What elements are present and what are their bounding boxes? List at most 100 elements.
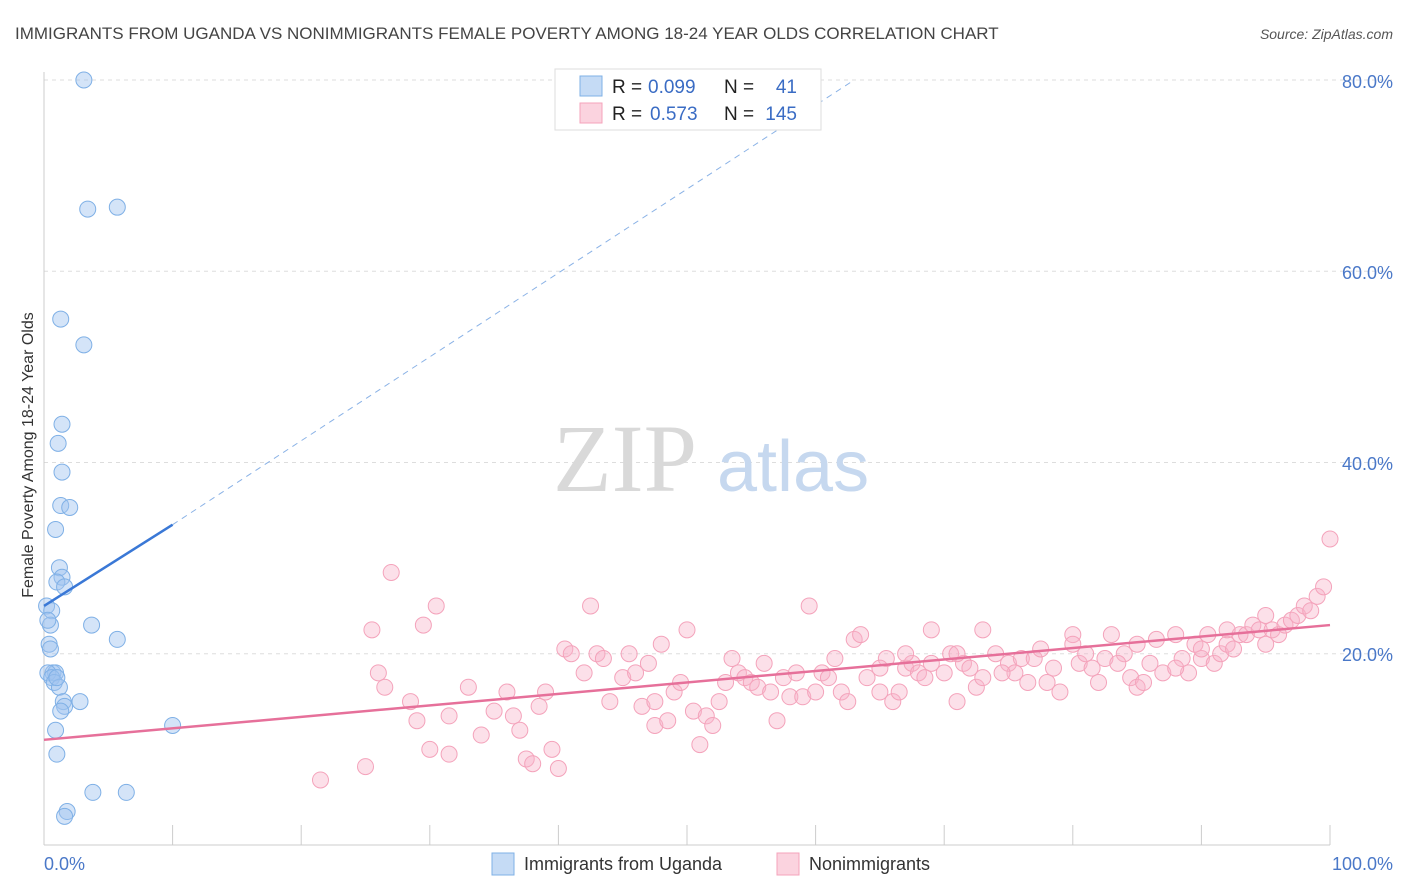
nonimmigrant-point — [807, 683, 825, 701]
nonimmigrant-point — [357, 758, 374, 776]
legend-swatch-nonimmigrants — [579, 102, 603, 124]
nonimmigrant-point — [1302, 602, 1320, 620]
y-tick-label: 40.0% — [1342, 454, 1393, 474]
nonimmigrant-point — [1122, 669, 1140, 687]
nonimmigrant-point — [633, 697, 651, 715]
stats-legend: R = 0.099 N = 41 R = 0.573 N = 145 — [554, 68, 822, 131]
nonimmigrant-point — [363, 621, 381, 639]
nonimmigrant-point — [916, 669, 934, 687]
nonimmigrant-point — [427, 597, 445, 615]
nonimmigrant-point — [646, 716, 664, 734]
nonimmigrant-point — [575, 664, 593, 682]
watermark-zip: ZIP — [553, 405, 697, 512]
x-axis-ticks — [172, 825, 1331, 845]
legend-swatch-uganda — [491, 852, 515, 876]
nonimmigrant-point — [1000, 654, 1017, 672]
nonimmigrant-point — [890, 683, 908, 701]
nonimmigrant-point — [1135, 673, 1153, 691]
nonimmigrant-point — [459, 678, 477, 696]
uganda-point — [117, 783, 135, 801]
gridlines — [44, 79, 1393, 655]
nonimmigrant-point — [1205, 654, 1223, 672]
nonimmigrant-point — [1032, 640, 1050, 658]
nonimmigrant-point — [1064, 626, 1082, 644]
uganda-point — [71, 693, 89, 711]
uganda-point — [84, 783, 102, 801]
legend-swatch-nonimmigrants — [776, 852, 800, 876]
chart-source: Source: ZipAtlas.com — [1260, 26, 1393, 42]
uganda-point — [164, 716, 182, 734]
uganda-point — [75, 71, 93, 89]
nonimmigrant-point — [935, 664, 953, 682]
nonimmigrant-point — [627, 664, 645, 682]
uganda-point — [52, 702, 70, 720]
nonimmigrant-point — [1096, 650, 1114, 668]
nonimmigrant-point — [948, 693, 966, 711]
y-axis-label: Female Poverty Among 18-24 Year Olds — [20, 312, 37, 598]
nonimmigrant-point — [543, 740, 561, 758]
nonimmigrant-point — [967, 678, 985, 696]
uganda-point — [79, 200, 97, 218]
nonimmigrant-point — [858, 669, 876, 687]
nonimmigrant-point — [871, 683, 889, 701]
uganda-point — [53, 463, 71, 481]
nonimmigrant-point — [1083, 659, 1101, 677]
legend-r-value: 0.573 — [650, 104, 698, 125]
nonimmigrant-point — [652, 635, 670, 653]
y-tick-label: 20.0% — [1342, 645, 1393, 665]
nonimmigrant-point — [382, 563, 400, 581]
nonimmigrant-point — [800, 597, 818, 615]
nonimmigrant-point — [1064, 635, 1082, 653]
nonimmigrant-trendline — [43, 623, 1331, 742]
nonimmigrant-point — [1102, 626, 1120, 644]
nonimmigrant-point — [1225, 640, 1243, 658]
nonimmigrant-point — [697, 707, 715, 725]
legend-r-label: R = — [612, 104, 642, 125]
nonimmigrant-point — [1180, 664, 1198, 682]
uganda-point — [58, 803, 76, 821]
uganda-point — [41, 616, 59, 634]
uganda-point — [47, 721, 65, 739]
legend-label-nonimmigrants: Nonimmigrants — [809, 854, 930, 874]
nonimmigrant-point — [819, 669, 837, 687]
x-tick-label: 100.0% — [1332, 854, 1393, 874]
nonimmigrant-point — [678, 621, 696, 639]
nonimmigrant-point — [1237, 626, 1255, 644]
watermark-atlas: atlas — [717, 427, 869, 507]
uganda-trendline — [43, 523, 174, 607]
nonimmigrant-point — [781, 688, 799, 706]
uganda-point — [43, 602, 61, 620]
uganda-point — [83, 616, 101, 634]
nonimmigrant-point — [1257, 607, 1275, 624]
nonimmigrant-point — [549, 760, 567, 777]
nonimmigrant-point — [524, 755, 542, 773]
nonimmigrant-point — [646, 693, 664, 711]
legend-r-label: R = — [612, 77, 642, 98]
nonimmigrant-point — [472, 726, 490, 744]
uganda-point — [41, 640, 59, 658]
nonimmigrant-point — [498, 683, 516, 701]
nonimmigrant-point — [311, 771, 329, 789]
nonimmigrant-point — [1045, 659, 1063, 677]
uganda-point — [48, 669, 66, 687]
nonimmigrant-point — [1154, 664, 1172, 682]
nonimmigrant-point — [620, 645, 638, 663]
nonimmigrant-point — [1038, 673, 1056, 691]
uganda-point — [53, 568, 71, 586]
series-legend: Immigrants from Uganda Nonimmigrants — [491, 852, 930, 876]
nonimmigrant-point — [974, 621, 992, 639]
nonimmigrant-point — [408, 712, 426, 730]
nonimmigrant-point — [684, 702, 702, 720]
uganda-point — [75, 336, 93, 354]
nonimmigrant-point — [1212, 645, 1230, 663]
uganda-trendline-extension — [172, 79, 855, 526]
uganda-point — [56, 807, 74, 825]
nonimmigrant-point — [1192, 640, 1210, 658]
nonimmigrant-point — [582, 597, 600, 615]
nonimmigrant-point — [961, 659, 979, 677]
x-tick-label: 0.0% — [44, 854, 85, 874]
nonimmigrant-point — [1289, 607, 1307, 624]
legend-label-uganda: Immigrants from Uganda — [524, 854, 723, 874]
legend-r-value: 0.099 — [648, 77, 696, 98]
nonimmigrant-point — [1257, 635, 1275, 653]
